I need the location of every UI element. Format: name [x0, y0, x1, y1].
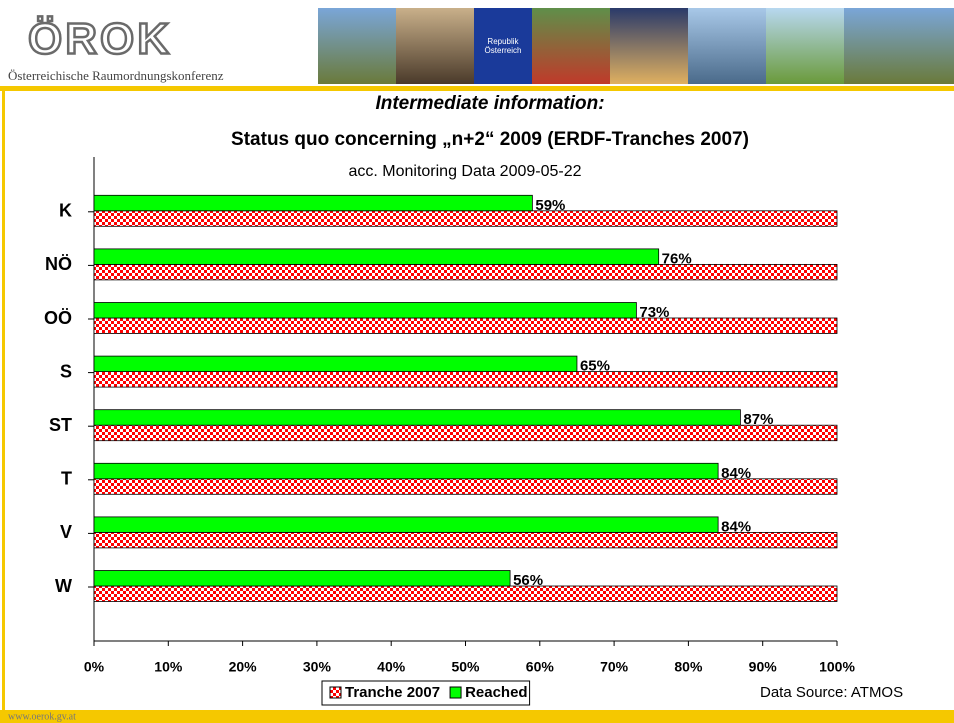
slide: ÖROK Österreichische Raumordnungskonfere… — [0, 0, 954, 723]
bar — [94, 410, 740, 426]
header-rule — [0, 86, 954, 91]
x-tick-label: 90% — [749, 659, 778, 675]
logo: ÖROK — [28, 15, 172, 64]
bar — [94, 571, 510, 587]
data-label: 73% — [639, 304, 669, 321]
y-tick-label: ST — [49, 415, 72, 435]
data-source: Data Source: ATMOS — [760, 684, 903, 701]
data-label: 87% — [743, 411, 773, 428]
y-tick-label: W — [55, 576, 72, 596]
x-tick-label: 50% — [451, 659, 480, 675]
footer-url: www.oerok.gv.at — [8, 711, 76, 722]
data-label: 59% — [535, 197, 565, 214]
legend-label: Reached — [465, 684, 528, 701]
x-tick-label: 80% — [674, 659, 703, 675]
header-photo — [532, 8, 610, 84]
data-label: 84% — [721, 518, 751, 535]
y-tick-label: V — [60, 522, 72, 542]
x-tick-label: 10% — [154, 659, 183, 675]
bar — [94, 586, 837, 602]
bar — [94, 195, 532, 211]
header-photo — [396, 8, 474, 84]
bar — [94, 372, 837, 388]
y-tick-label: K — [59, 201, 72, 221]
x-tick-label: 60% — [526, 659, 555, 675]
y-tick-label: S — [60, 361, 72, 381]
bar — [94, 517, 718, 533]
x-tick-label: 0% — [84, 659, 105, 675]
header-photo — [766, 8, 844, 84]
chart-title: Intermediate information: — [375, 93, 604, 114]
bar — [94, 264, 837, 280]
flag-text: Österreich — [485, 46, 522, 55]
x-tick-label: 20% — [229, 659, 258, 675]
data-label: 84% — [721, 465, 751, 482]
page: ÖROK Österreichische Raumordnungskonfere… — [0, 0, 954, 723]
y-tick-label: T — [61, 469, 72, 489]
header-photo — [610, 8, 688, 84]
bar — [94, 425, 837, 441]
data-label: 65% — [580, 358, 610, 375]
header-photo — [318, 8, 396, 84]
bar — [94, 249, 659, 265]
side-rule — [2, 86, 5, 710]
chart-note: acc. Monitoring Data 2009-05-22 — [348, 163, 581, 180]
bar — [94, 463, 718, 479]
footer-bar — [0, 710, 954, 723]
x-tick-label: 70% — [600, 659, 629, 675]
x-tick-label: 40% — [377, 659, 406, 675]
bar — [94, 318, 837, 334]
legend-swatch — [450, 687, 461, 698]
flag-text: Republik — [487, 37, 519, 46]
legend-label: Tranche 2007 — [345, 684, 440, 701]
bar — [94, 303, 636, 319]
data-label: 56% — [513, 572, 543, 589]
y-tick-label: OÖ — [44, 308, 72, 328]
bar — [94, 356, 577, 372]
header-photo — [844, 8, 954, 84]
x-tick-label: 100% — [819, 659, 855, 675]
y-tick-label: NÖ — [45, 254, 72, 274]
bar — [94, 211, 837, 227]
data-label: 76% — [662, 250, 692, 267]
chart-subtitle: Status quo concerning „n+2“ 2009 (ERDF-T… — [231, 129, 749, 150]
header-photo — [688, 8, 766, 84]
logo-subtitle: Österreichische Raumordnungskonferenz — [8, 68, 224, 83]
legend-swatch — [330, 687, 341, 698]
x-tick-label: 30% — [303, 659, 332, 675]
